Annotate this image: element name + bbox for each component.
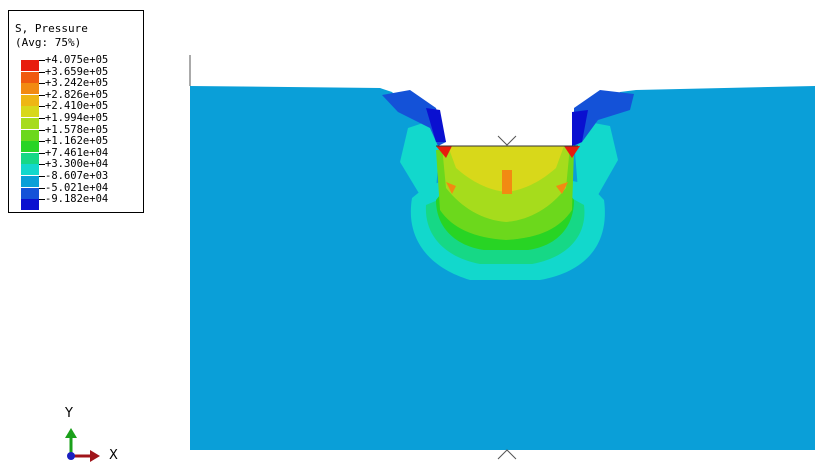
contour-band-blue-left	[382, 90, 446, 146]
legend-swatch	[21, 176, 39, 187]
bc-marker-top	[497, 135, 517, 146]
legend-label: +2.826e+05	[45, 88, 109, 101]
coordinate-triad	[65, 428, 100, 462]
triad-x-arrow	[90, 450, 100, 462]
triad-y-label: Y	[65, 406, 73, 421]
legend-label: +1.578e+05	[45, 123, 109, 136]
triad-x-label: X	[109, 448, 118, 463]
triad-origin	[67, 452, 75, 460]
legend-swatch	[21, 152, 39, 164]
legend-tick	[39, 83, 45, 85]
legend-swatch	[21, 83, 39, 95]
legend-swatch	[21, 60, 39, 71]
contour-band-cyan-left	[400, 120, 440, 195]
legend-swatch	[21, 199, 39, 211]
legend-swatch	[21, 129, 39, 141]
contour-band-orange-core	[502, 170, 512, 194]
legend-label: -8.607e+03	[45, 170, 109, 182]
legend-tick	[39, 152, 45, 154]
contour-legend: S, Pressure (Avg: 75%) +4.075e+05 +3.659e…	[8, 10, 144, 213]
legend-subtitle: (Avg: 75%)	[15, 36, 82, 49]
legend-title: S, Pressure	[15, 22, 88, 35]
legend-label: +7.461e+04	[45, 146, 109, 159]
contour-band-darkblue-right	[572, 110, 588, 146]
legend-tick	[39, 199, 45, 201]
legend-label: +2.410e+05	[45, 100, 109, 113]
legend-tick	[39, 129, 45, 131]
legend-tick	[39, 60, 45, 61]
legend-label: +3.300e+04	[45, 158, 109, 171]
contour-band-orange-right	[556, 182, 568, 194]
legend-swatch	[21, 71, 39, 83]
legend-swatch	[21, 164, 39, 176]
legend-swatch	[21, 118, 39, 129]
contour-band-yellow	[448, 146, 564, 192]
legend-tick	[39, 71, 45, 73]
legend-tick	[39, 94, 45, 96]
legend-label: -9.182e+04	[45, 193, 109, 206]
legend-tick	[39, 187, 45, 189]
legend-swatch	[21, 106, 39, 118]
contour-band-red-left	[436, 146, 452, 158]
triad-y-arrow	[65, 428, 77, 438]
contour-band-blue-right	[574, 90, 634, 146]
contour-band-red-right	[564, 146, 580, 158]
legend-label: +4.075e+05	[45, 54, 109, 66]
legend-swatch	[21, 141, 39, 153]
legend-label: +3.242e+05	[45, 77, 109, 90]
legend-tick	[39, 106, 45, 108]
contour-band-orange-left	[446, 182, 456, 194]
legend-tick	[39, 141, 45, 143]
legend-swatch	[21, 94, 39, 106]
legend-tick	[39, 164, 45, 166]
contour-band-cyan-right	[574, 120, 618, 195]
legend-swatch	[21, 187, 39, 199]
contour-band-darkblue-left	[426, 108, 446, 142]
legend-tick	[39, 118, 45, 119]
legend-tick	[39, 176, 45, 177]
legend-label: -5.021e+04	[45, 181, 109, 194]
legend-label: +3.659e+05	[45, 65, 109, 78]
legend-label: +1.162e+05	[45, 135, 109, 148]
legend-label: +1.994e+05	[45, 112, 109, 124]
bc-marker-bottom	[497, 449, 517, 460]
